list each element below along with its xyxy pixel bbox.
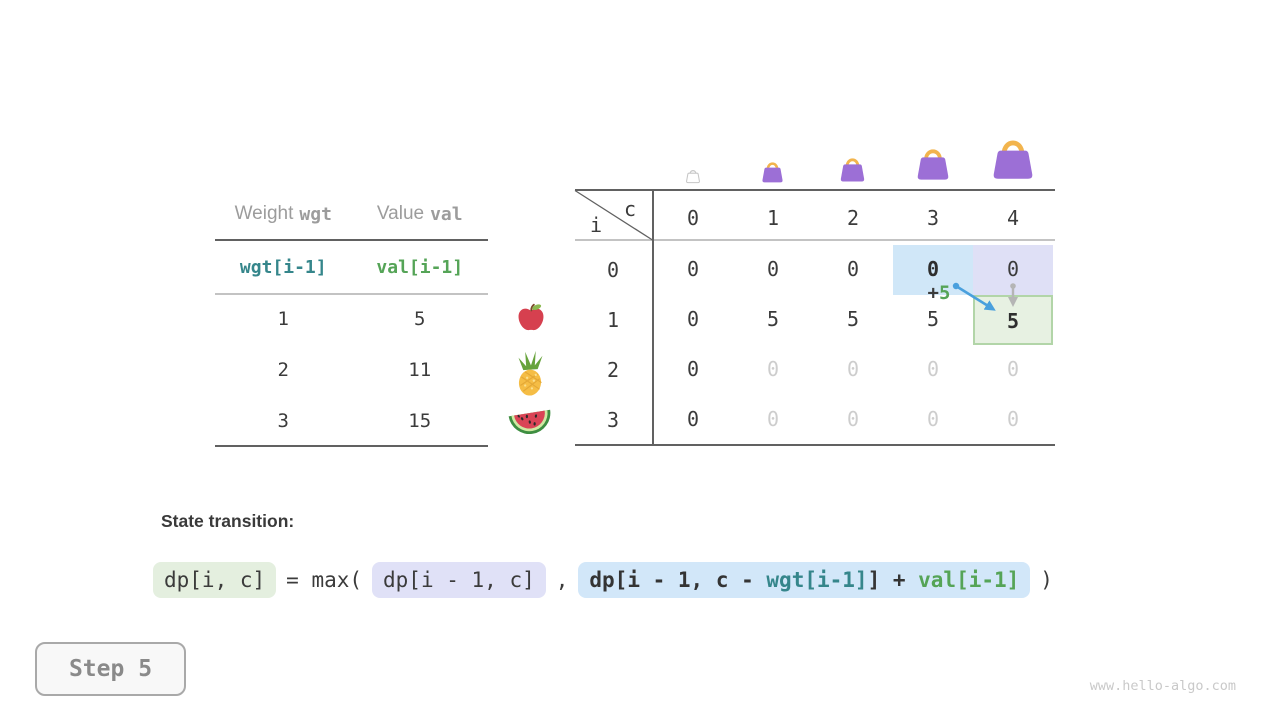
plus-value: 5 (939, 282, 951, 304)
items-table-cell: 15 (408, 410, 432, 432)
items-table-cell: 5 (414, 308, 426, 330)
weight-label: Weight (234, 203, 294, 224)
formula-close-paren: ) (1040, 568, 1053, 592)
apple-icon (514, 300, 548, 334)
val-code-label: val (430, 203, 463, 225)
items-table-cell: 1 (277, 308, 289, 330)
items-table-code-row: wgt[i-1] val[i-1] (215, 242, 488, 292)
dp-cell: 0 (766, 357, 780, 381)
dp-cell: 0 (973, 245, 1053, 295)
formula-arg2-box: dp[i - 1, c - wgt[i-1]] + val[i-1] (578, 562, 1031, 598)
plus-five-annotation: +5 (910, 282, 968, 304)
val-expression: val[i-1] (376, 256, 464, 278)
weight-header: Weight wgt (215, 197, 352, 231)
dp-row-headers: 0 1 2 3 (573, 245, 653, 445)
wgt-code-label: wgt (299, 203, 332, 225)
value-label: Value (376, 203, 425, 224)
dp-cell: 0 (766, 407, 780, 431)
bag-medium-icon (838, 153, 867, 186)
formula-comma: , (555, 568, 569, 592)
formula-arg1-box: dp[i - 1, c] (372, 562, 546, 598)
items-table-divider-mid (215, 293, 488, 295)
dp-cell: 0 (926, 407, 940, 431)
items-table-row: 3 15 (215, 396, 488, 447)
dp-col-header: 3 (926, 206, 940, 230)
dp-cell: 0 (846, 407, 860, 431)
formula-arg2-segment: wgt[i-1] (766, 568, 868, 592)
dp-col-header: 2 (846, 206, 860, 230)
formula-lhs-box: dp[i, c] (153, 562, 277, 598)
dp-col-header: 1 (766, 206, 780, 230)
dp-row-header: 0 (606, 258, 620, 282)
dp-table-column-divider (652, 189, 654, 446)
state-transition-formula: dp[i, c] = max( dp[i - 1, c] , dp[i - 1,… (153, 559, 1063, 601)
dp-cell: 0 (846, 257, 860, 281)
bag-xlarge-icon (989, 132, 1037, 186)
items-table-divider-bottom (215, 445, 488, 447)
value-header: Value val (352, 197, 489, 231)
dp-table-header-divider (575, 239, 1055, 241)
step-label: Step 5 (68, 656, 153, 682)
items-table-cell: 3 (277, 410, 289, 432)
pineapple-icon (509, 349, 551, 397)
dp-cell: 5 (846, 307, 860, 331)
dp-row-header: 1 (606, 308, 620, 332)
watermelon-icon (506, 405, 554, 437)
dp-cell: 0 (1006, 357, 1020, 381)
dp-table-border-top (575, 189, 1055, 191)
formula-arg2-segment: ] + (867, 568, 919, 592)
plus-sign: + (927, 282, 939, 304)
dp-row-header: 2 (606, 358, 620, 382)
dp-cell: 0 (846, 357, 860, 381)
dp-column-headers: 0 1 2 3 4 (653, 196, 1053, 240)
items-table-header: Weight wgt Value val (215, 197, 488, 231)
formula-eq-max: = max( (286, 568, 363, 592)
dp-cell: 5 (766, 307, 780, 331)
items-table-cell: 2 (277, 359, 289, 381)
dp-cell: 0 (926, 357, 940, 381)
bag-tiny-icon (685, 167, 701, 185)
dp-cell: 0 (686, 357, 700, 381)
bag-large-icon (914, 142, 952, 186)
dp-cell: 0 (686, 307, 700, 331)
dp-cell: 0 (686, 407, 700, 431)
dp-cell: 5 (926, 307, 940, 331)
watermark: www.hello-algo.com (1089, 678, 1236, 694)
bag-small-icon (760, 158, 785, 186)
items-table-row: 2 11 (215, 345, 488, 396)
dp-cell: 5 (973, 295, 1053, 345)
state-transition-label: State transition: (161, 511, 295, 531)
formula-arg2-segment: dp[i - 1, c - (589, 568, 767, 592)
corner-row-variable: i (589, 213, 603, 237)
items-table-cell: 11 (408, 359, 432, 381)
step-badge: Step 5 (35, 642, 186, 696)
dp-table-border-bottom (575, 444, 1055, 446)
dp-col-header: 4 (1006, 206, 1020, 230)
dp-cell: 0 (1006, 407, 1020, 431)
dp-cell: 0 (686, 257, 700, 281)
wgt-expression: wgt[i-1] (239, 256, 327, 278)
dp-row-header: 3 (606, 408, 620, 432)
dp-col-header: 0 (686, 206, 700, 230)
corner-col-variable: c (623, 197, 637, 221)
formula-arg2-segment: val[i-1] (918, 568, 1020, 592)
items-table-body: 1 5 2 11 3 15 (215, 294, 488, 447)
dp-cell: 0 (766, 257, 780, 281)
items-table-divider-top (215, 239, 488, 241)
